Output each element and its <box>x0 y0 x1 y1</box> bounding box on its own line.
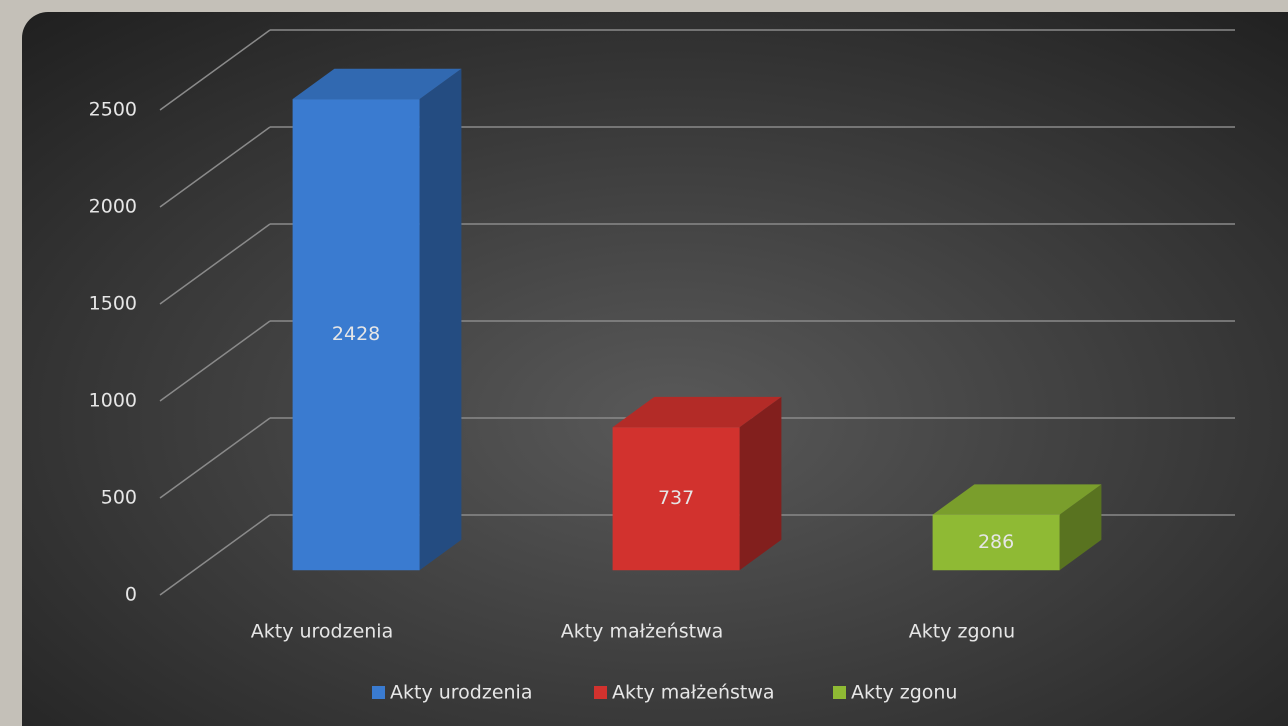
grid-line <box>159 514 271 596</box>
y-tick-label: 0 <box>125 584 137 606</box>
y-tick-label: 500 <box>101 487 137 509</box>
grid-line <box>159 417 271 499</box>
grid-line <box>159 223 271 305</box>
legend-swatch <box>833 686 846 699</box>
bar-side <box>419 68 462 571</box>
legend-label: Akty małżeństwa <box>612 682 775 704</box>
bar-side <box>739 396 782 571</box>
x-tick-label: Akty urodzenia <box>251 621 393 643</box>
legend-label: Akty zgonu <box>851 682 957 704</box>
grid-line <box>159 126 271 208</box>
x-tick-label: Akty zgonu <box>909 621 1015 643</box>
grid-line <box>159 320 271 402</box>
value-label: 2428 <box>332 323 380 345</box>
chart-panel <box>22 12 1288 726</box>
bar <box>292 99 420 571</box>
bar-top <box>932 484 1102 515</box>
bar-top <box>612 396 782 428</box>
legend-swatch <box>372 686 385 699</box>
value-label: 286 <box>978 531 1014 553</box>
bar <box>932 514 1060 571</box>
y-tick-label: 2500 <box>89 99 137 121</box>
bar <box>612 427 740 571</box>
x-tick-label: Akty małżeństwa <box>561 621 724 643</box>
legend-swatch <box>594 686 607 699</box>
y-tick-label: 2000 <box>89 196 137 218</box>
value-label: 737 <box>658 487 694 509</box>
legend-label: Akty urodzenia <box>390 682 532 704</box>
y-tick-label: 1500 <box>89 293 137 315</box>
bar-top <box>292 68 462 100</box>
y-tick-label: 1000 <box>89 390 137 412</box>
grid-line <box>159 29 271 111</box>
bar-side <box>1059 484 1102 571</box>
